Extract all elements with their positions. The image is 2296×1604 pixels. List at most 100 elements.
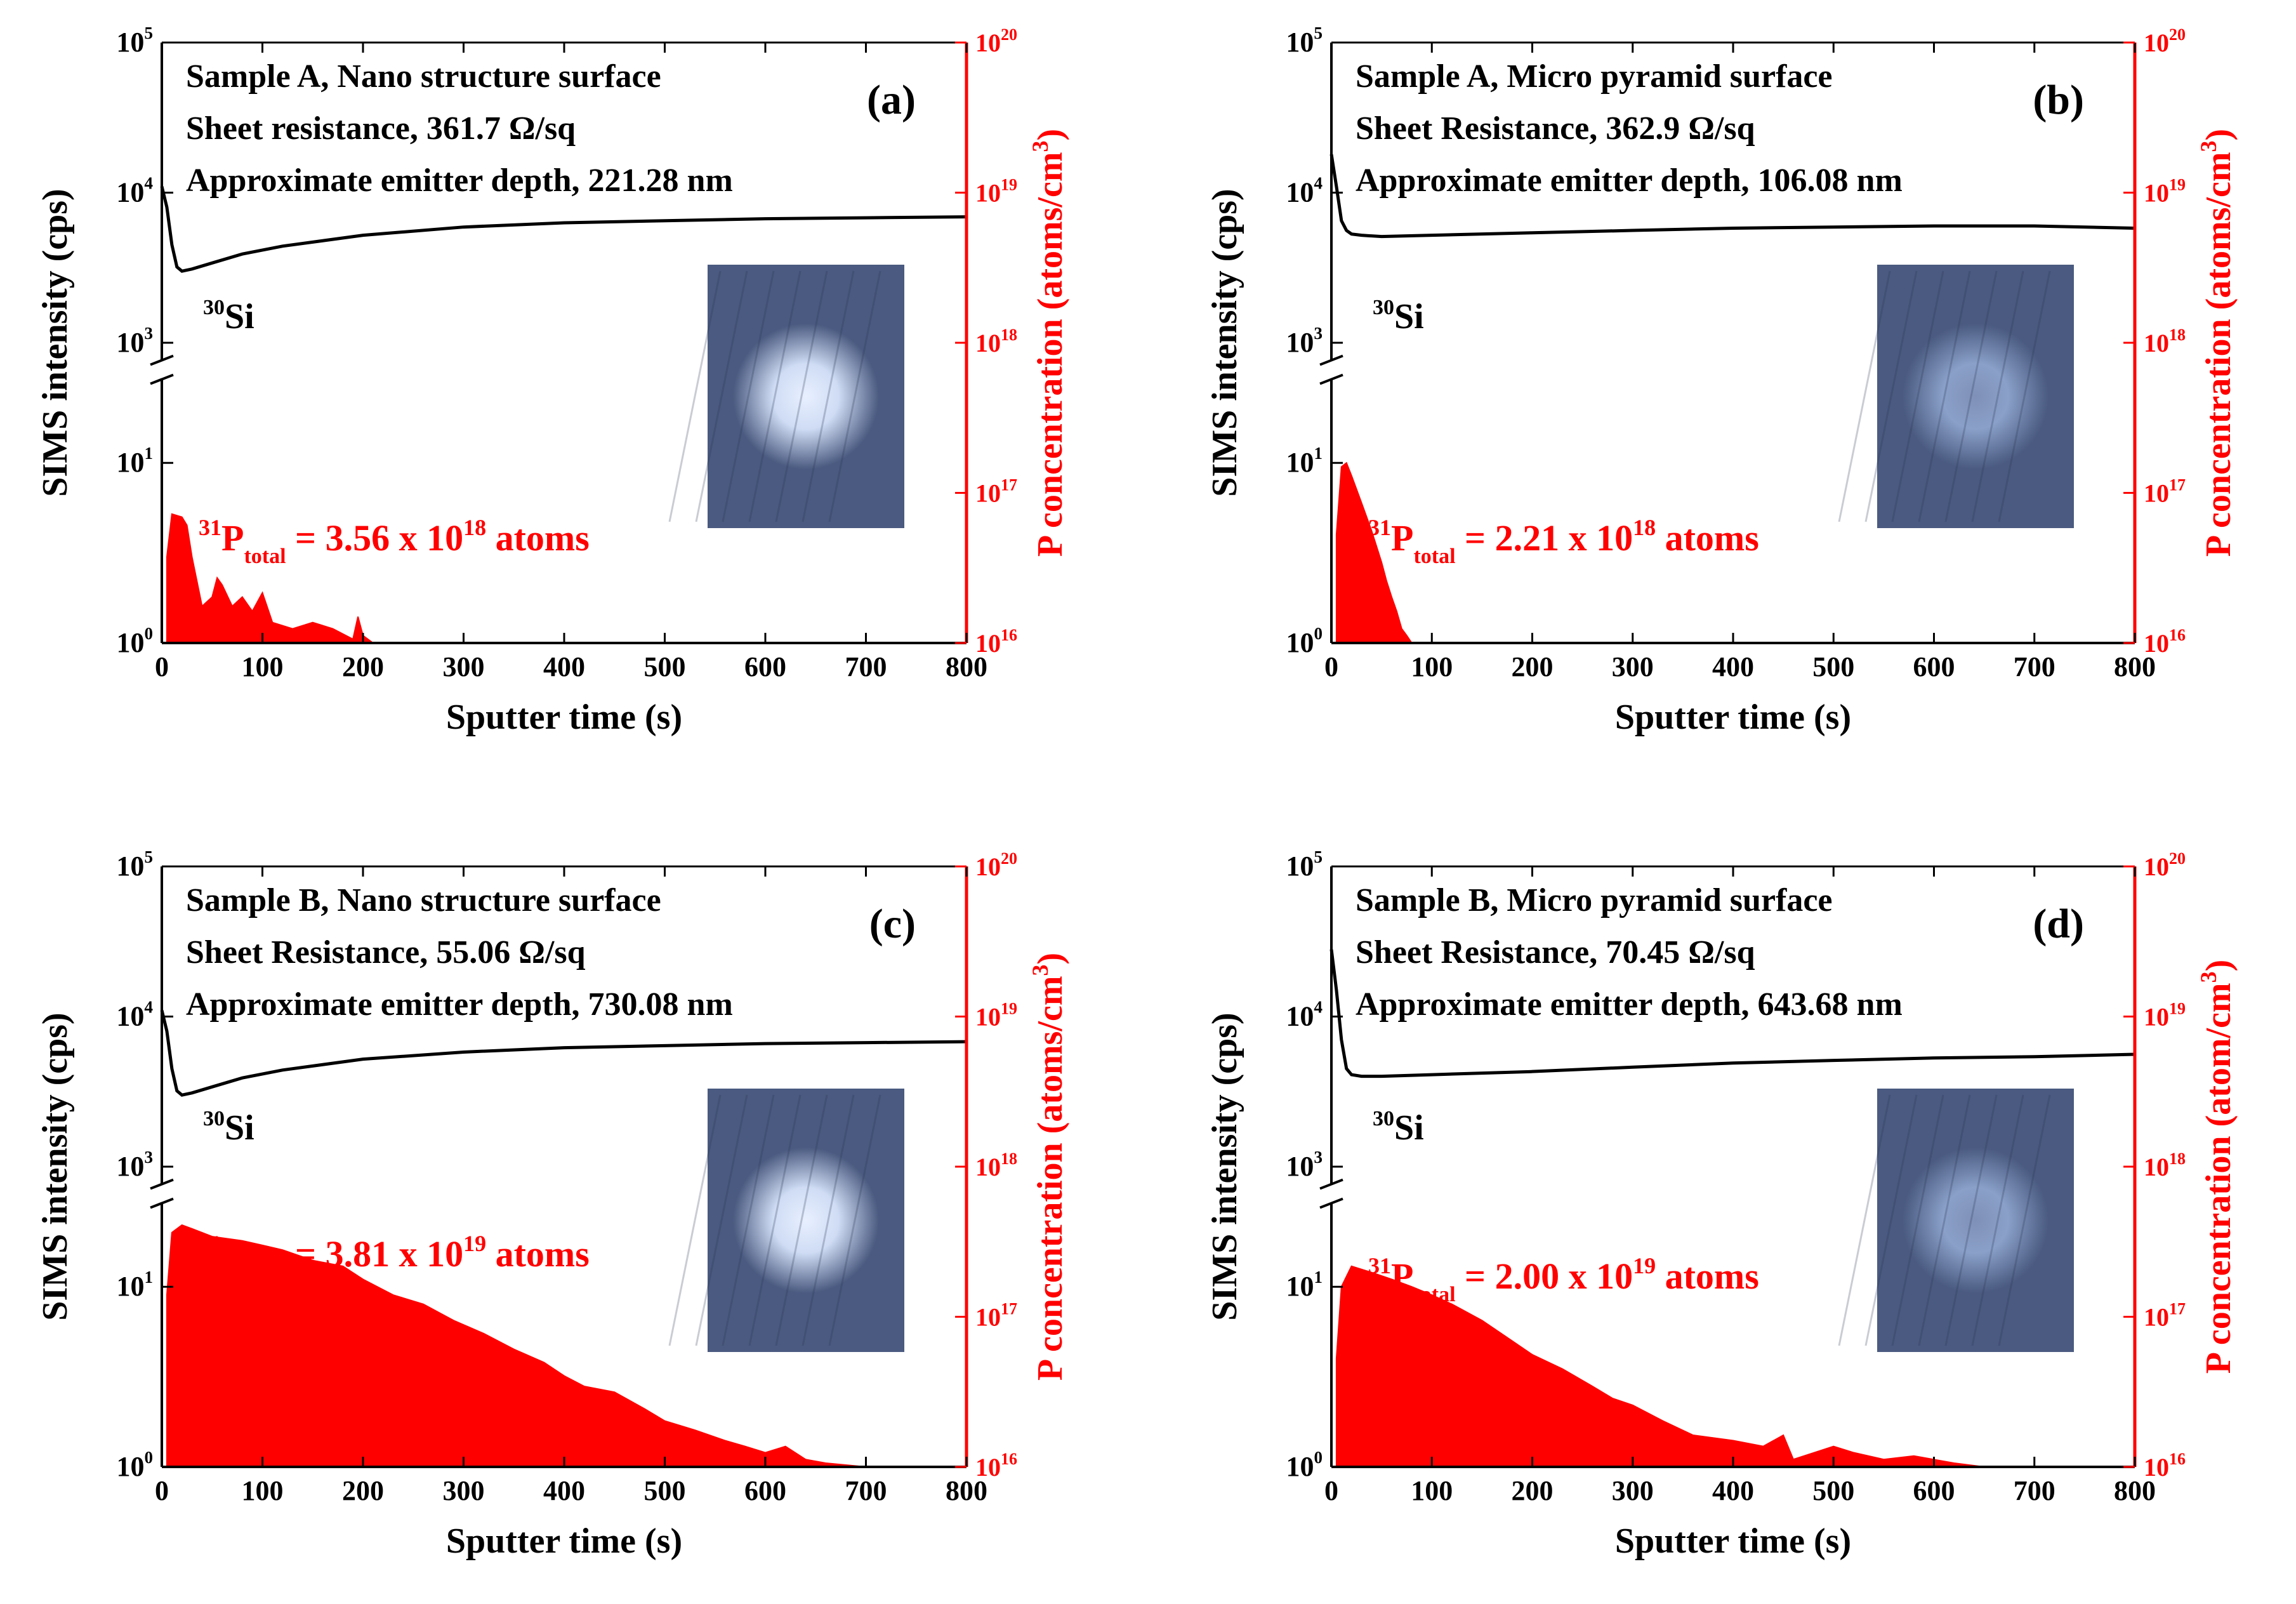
- y-tick-label-exp: 3: [1314, 324, 1323, 343]
- x-tick-label: 500: [644, 651, 686, 682]
- p-area-series: [1335, 1265, 1984, 1468]
- panel-c: 0 100 200 300 400 500 600 700 800105104103101100…: [36, 847, 1070, 1561]
- panel-info-line: Sample A, Nano structure surface: [186, 58, 661, 95]
- p-total-exponent: 18: [1633, 515, 1656, 540]
- p-total-elem: P: [221, 1233, 244, 1275]
- right-y-tick-label: 1019: [2144, 1000, 2186, 1031]
- p-total-units: atoms: [486, 1233, 590, 1275]
- x-tick-label: 100: [242, 1475, 284, 1506]
- y-axis-title-right: P concentration (atoms/cm3): [1027, 953, 1070, 1381]
- right-y-tick-exp: 18: [1001, 1150, 1017, 1168]
- right-y-tick-label: 1016: [2144, 626, 2186, 658]
- y-tick-label: 104: [1286, 174, 1323, 208]
- y-tick-exp: 1: [145, 444, 154, 463]
- inset-texture-line: [748, 270, 802, 522]
- y-tick-label-base: 10: [116, 327, 144, 358]
- y-axis-title-left: SIMS intensity (cps): [36, 1012, 75, 1320]
- y-tick-exp: 1: [145, 1268, 154, 1287]
- right-y-tick-base: 10: [2144, 1003, 2169, 1031]
- x-tick-label: 800: [946, 1475, 987, 1506]
- x-tick-label: 400: [1712, 1475, 1754, 1506]
- si-line-series: [1329, 154, 2135, 239]
- inset-texture-line: [1971, 1094, 2024, 1346]
- axis-break-marks: [150, 354, 174, 385]
- inset-texture-line: [668, 1094, 722, 1346]
- si-label-elem: Si: [1394, 1108, 1424, 1148]
- right-y-tick-label: 1020: [975, 849, 1017, 881]
- y-axis-title-right-sup: 3: [1027, 965, 1053, 976]
- x-tick-label: 300: [1612, 651, 1654, 682]
- panel-info-line: Sample B, Nano structure surface: [186, 882, 661, 918]
- y-tick-label-exp: 4: [144, 174, 153, 193]
- p-total-label: 31Ptotal = 2.00 x 1019 atoms: [1368, 1253, 1759, 1306]
- x-tick-label: 400: [1712, 651, 1754, 682]
- y-tick-label-base: 10: [1286, 1001, 1314, 1032]
- right-y-tick-base: 10: [975, 479, 1001, 508]
- inset-texture-line: [722, 1094, 775, 1346]
- right-y-tick-exp: 20: [1001, 25, 1017, 44]
- y-tick-label-base: 10: [116, 27, 144, 58]
- right-y-tick-exp: 20: [2169, 25, 2186, 44]
- right-y-tick-label: 1018: [2144, 1150, 2186, 1181]
- y-axis-title-right-sup: 3: [2196, 141, 2221, 152]
- y-tick-label: 101: [1286, 444, 1323, 478]
- panel-info-line: Sample B, Micro pyramid surface: [1356, 882, 1833, 918]
- right-y-tick-base: 10: [2144, 852, 2169, 881]
- inset-texture-line: [668, 270, 722, 522]
- y-tick-exp: 0: [145, 1448, 154, 1467]
- right-y-tick-exp: 19: [2169, 176, 2186, 194]
- panel-d: 0 100 200 300 400 500 600 700 800105104103101100…: [1205, 847, 2238, 1561]
- x-tick-label: 0: [155, 1475, 169, 1506]
- y-tick-label: 104: [116, 174, 153, 208]
- y-axis-title-right-close: ): [1031, 129, 1070, 141]
- y-tick-exp: 0: [1314, 624, 1323, 643]
- right-y-tick-label: 1017: [2144, 1300, 2186, 1332]
- x-tick-label: 0: [1324, 1475, 1338, 1506]
- y-tick-label-exp: 3: [144, 1148, 153, 1167]
- x-tick-label: 800: [2114, 1475, 2156, 1506]
- right-y-tick-base: 10: [2144, 479, 2169, 508]
- x-tick-label: 0: [155, 651, 169, 682]
- inset-sputter-crater: [1903, 323, 2049, 470]
- y-tick-label-base: 10: [116, 851, 144, 882]
- y-tick-label: 103: [1286, 1148, 1323, 1182]
- right-y-tick-label: 1016: [975, 626, 1017, 658]
- right-y-tick-exp: 20: [1001, 849, 1017, 868]
- y-axis-title-right-close: ): [2199, 129, 2238, 141]
- panel-info-line: Approximate emitter depth, 106.08 nm: [1356, 162, 1903, 199]
- y-axis-title-right-text: P concentration (atoms/cm: [1031, 152, 1070, 557]
- x-tick-label: 200: [342, 651, 384, 682]
- panel-letter: (c): [869, 901, 916, 947]
- y-tick-label-base: 10: [1286, 27, 1314, 58]
- right-y-tick-base: 10: [2144, 1153, 2169, 1181]
- x-tick-label: 100: [1411, 651, 1453, 682]
- right-y-tick-label: 1016: [975, 1450, 1017, 1481]
- right-y-tick-label: 1018: [975, 326, 1017, 357]
- panel-info-line: Sheet Resistance, 362.9 Ω/sq: [1356, 110, 1755, 147]
- y-tick-label-base: 10: [1286, 1151, 1314, 1182]
- y-tick-base: 10: [117, 627, 145, 658]
- axis-break-marks: [1319, 354, 1343, 385]
- panel-info-line: Approximate emitter depth, 730.08 nm: [186, 986, 733, 1023]
- y-tick-label: 104: [116, 998, 153, 1032]
- p-total-exponent: 19: [463, 1231, 486, 1256]
- p-total-sub: total: [244, 545, 286, 568]
- right-y-tick-base: 10: [2144, 179, 2169, 208]
- inset-texture-line: [802, 270, 855, 522]
- si-line-series: [160, 1010, 967, 1097]
- inset-texture-line: [1971, 270, 2024, 522]
- right-y-tick-exp: 18: [2169, 1150, 2186, 1168]
- y-tick-label: 103: [116, 1148, 153, 1182]
- inset-texture-line: [828, 270, 881, 522]
- p-area-series: [1335, 461, 1413, 644]
- inset-texture-line: [1864, 270, 1918, 522]
- x-tick-label: 600: [744, 651, 786, 682]
- inset-texture-line: [1891, 270, 1944, 522]
- inset-texture-line: [1944, 1094, 1998, 1346]
- right-y-tick-label: 1017: [975, 1300, 1017, 1332]
- x-tick-label: 100: [1411, 1475, 1453, 1506]
- y-tick-base: 10: [117, 1451, 145, 1482]
- si-label: 30Si: [1373, 296, 1424, 336]
- si-label-mass: 30: [1373, 1107, 1394, 1130]
